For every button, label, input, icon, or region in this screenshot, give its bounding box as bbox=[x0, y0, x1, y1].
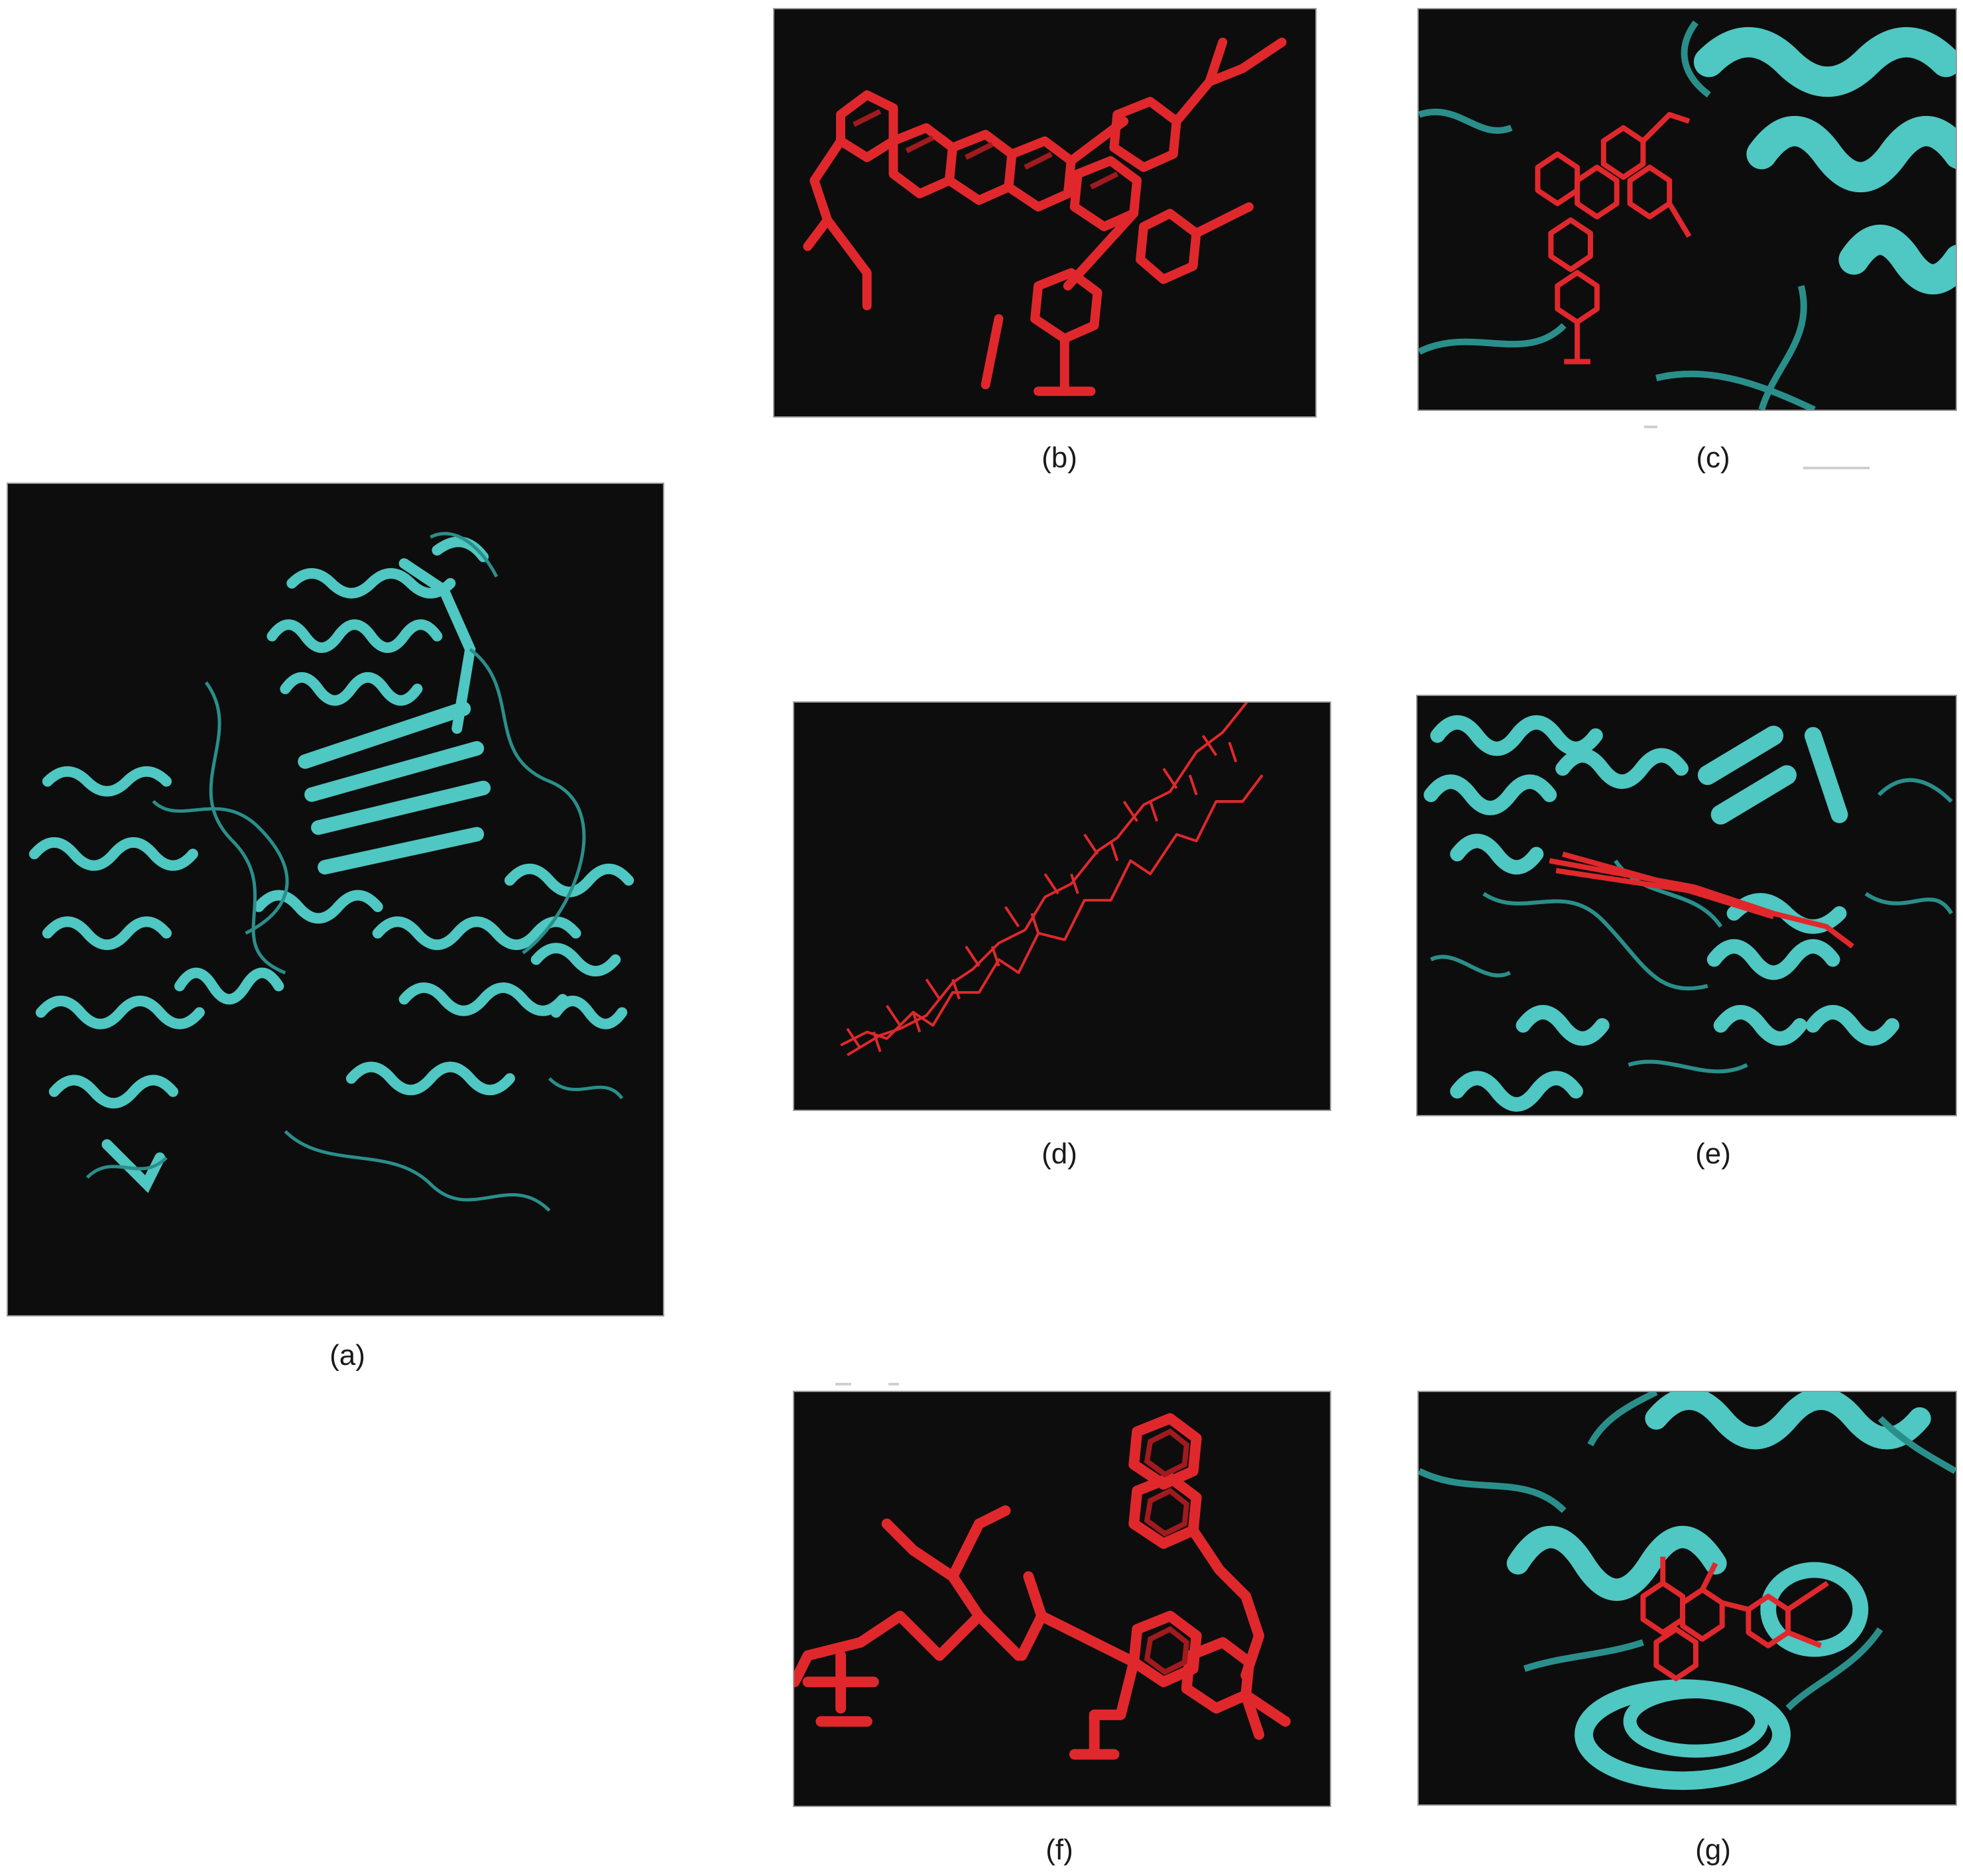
caption-e: (e) bbox=[1695, 1138, 1731, 1170]
panel-c-image bbox=[1417, 8, 1957, 411]
complex-c bbox=[1419, 20, 1956, 410]
caption-b: (b) bbox=[1041, 441, 1077, 474]
panel-a-image bbox=[7, 483, 664, 1317]
speck bbox=[1803, 467, 1870, 469]
protein-ribbon-a bbox=[29, 532, 634, 1212]
panel-g-image bbox=[1417, 1391, 1957, 1806]
speck bbox=[835, 1383, 851, 1385]
ligand-stick-f bbox=[794, 1413, 1291, 1760]
caption-g: (g) bbox=[1695, 1834, 1731, 1866]
complex-g bbox=[1419, 1392, 1956, 1790]
caption-d: (d) bbox=[1041, 1138, 1077, 1170]
speck bbox=[1644, 426, 1657, 428]
panel-d-image bbox=[793, 701, 1331, 1111]
panel-b-image bbox=[773, 8, 1317, 418]
caption-a: (a) bbox=[329, 1339, 365, 1372]
ligand-line-d bbox=[840, 703, 1264, 1057]
panel-e-image bbox=[1416, 695, 1957, 1116]
speck bbox=[888, 1383, 899, 1385]
caption-c: (c) bbox=[1696, 441, 1730, 474]
complex-e bbox=[1423, 715, 1954, 1112]
panel-f-image bbox=[793, 1391, 1331, 1807]
caption-f: (f) bbox=[1045, 1834, 1073, 1866]
ligand-stick-b bbox=[803, 37, 1287, 396]
